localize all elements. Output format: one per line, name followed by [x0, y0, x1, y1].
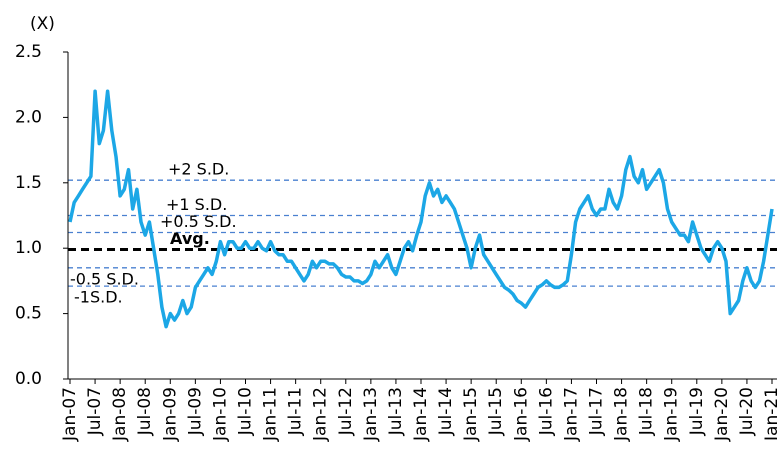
x-tick-label: Jul-16 [536, 387, 556, 436]
reference-label: Avg. [170, 229, 210, 248]
x-tick-label: Jan-11 [261, 387, 281, 442]
y-tick-label: 1.5 [15, 173, 42, 193]
x-tick-label: Jan-20 [712, 387, 732, 442]
reference-label: -0.5 S.D. [70, 269, 139, 288]
y-tick-label: 0.5 [15, 304, 42, 324]
y-tick-label: 0.0 [15, 369, 42, 389]
x-tick-label: Jul-15 [486, 387, 506, 436]
reference-label: +0.5 S.D. [160, 212, 237, 231]
data-line [68, 89, 774, 329]
x-tick-label: Jul-18 [637, 387, 657, 436]
x-tick-label: Jan-07 [60, 387, 80, 442]
reference-label: +2 S.D. [168, 160, 229, 179]
x-tick-label: Jul-11 [286, 387, 306, 436]
x-tick-label: Jan-08 [110, 387, 130, 442]
x-tick-label: Jan-17 [561, 387, 581, 442]
x-tick-label: Jan-12 [311, 387, 331, 442]
x-tick-label: Jul-20 [737, 387, 757, 436]
x-tick-label: Jul-12 [336, 387, 356, 436]
x-tick-label: Jul-08 [135, 387, 155, 436]
reference-label: +1 S.D. [166, 195, 227, 214]
x-tick-label: Jul-19 [687, 387, 707, 436]
x-tick-label: Jan-14 [411, 387, 431, 442]
x-tick-label: Jan-18 [612, 387, 632, 442]
x-tick-label: Jul-13 [386, 387, 406, 436]
x-tick-label: Jul-09 [185, 387, 205, 436]
x-tick-label: Jan-13 [361, 387, 381, 442]
x-tick-label: Jul-10 [236, 387, 256, 436]
x-tick-label: Jan-16 [511, 387, 531, 442]
y-tick-label: 1.0 [15, 238, 42, 258]
y-tick-label: 2.5 [15, 42, 42, 62]
x-tick-label: Jul-17 [587, 387, 607, 436]
x-tick-label: Jul-07 [85, 387, 105, 436]
x-tick-label: Jan-15 [461, 387, 481, 442]
x-tick-label: Jan-10 [210, 387, 230, 442]
x-tick-label: Jan-21 [762, 387, 777, 442]
reference-label: -1S.D. [74, 288, 123, 307]
y-unit-label: (X) [30, 14, 55, 34]
x-tick-label: Jan-19 [662, 387, 682, 442]
x-tick-label: Jul-14 [436, 387, 456, 436]
y-tick-label: 2.0 [15, 107, 42, 127]
x-tick-label: Jan-09 [160, 387, 180, 442]
